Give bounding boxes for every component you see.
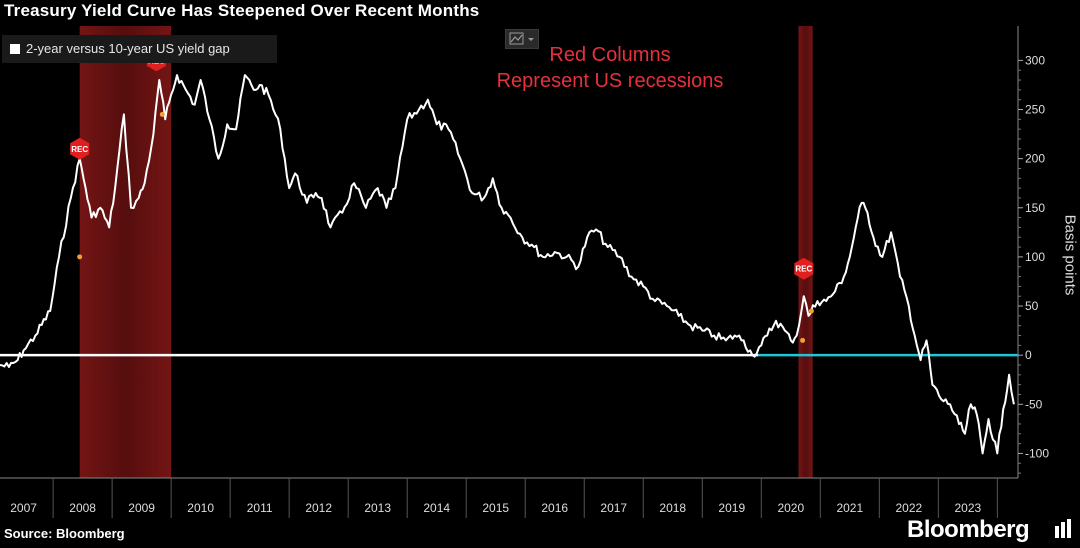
bloomberg-square-icon xyxy=(1055,519,1071,538)
series-point xyxy=(800,337,806,343)
x-tick-label: 2007 xyxy=(10,501,37,515)
x-tick-label: 2021 xyxy=(836,501,863,515)
x-tick-label: 2013 xyxy=(364,501,391,515)
y-tick-label: -100 xyxy=(1025,446,1049,460)
chart-type-toggle-button[interactable] xyxy=(505,29,539,49)
rec-hexagon-shape xyxy=(70,137,90,160)
line-chart-dropdown-icon xyxy=(509,32,534,45)
y-tick-label: 150 xyxy=(1025,201,1045,215)
y-tick-label: 200 xyxy=(1025,152,1045,166)
source-note: Source: Bloomberg xyxy=(4,526,125,541)
x-tick-label: 2016 xyxy=(541,501,568,515)
x-tick-label: 2022 xyxy=(895,501,922,515)
annotation-line-2: Represent US recessions xyxy=(496,70,724,92)
y-tick-label: 300 xyxy=(1025,53,1045,67)
x-tick-label: 2019 xyxy=(718,501,745,515)
series-point xyxy=(159,111,165,117)
series-point xyxy=(77,254,83,260)
brand-logo: Bloomberg xyxy=(907,516,1030,543)
rec-hexagon-shape xyxy=(794,257,814,280)
y-tick-label: 0 xyxy=(1025,348,1032,362)
x-tick-label: 2015 xyxy=(482,501,509,515)
legend[interactable]: 2-year versus 10-year US yield gap xyxy=(2,35,277,63)
y-tick-label: 50 xyxy=(1025,299,1039,313)
series-layer xyxy=(0,74,1018,455)
series-line xyxy=(0,74,1015,455)
y-axis-label: Basis points xyxy=(1061,214,1079,296)
x-tick-label: 2012 xyxy=(305,501,332,515)
y-tick-label: -50 xyxy=(1025,397,1043,411)
x-tick-label: 2009 xyxy=(128,501,155,515)
recession-annotation: Red Columns Represent US recessions xyxy=(470,42,750,94)
annotation-line-1: Red Columns xyxy=(549,44,671,66)
rec-marker-label: REC xyxy=(795,265,812,274)
legend-swatch xyxy=(10,44,20,54)
chart-title: Treasury Yield Curve Has Steepened Over … xyxy=(4,1,480,20)
rec-hexagon-icon: REC xyxy=(794,257,814,280)
x-tick-label: 2011 xyxy=(247,501,273,515)
axes: 300 250 200 150 100 50 0 -50 -100 2007 2008 2009 201… xyxy=(0,26,1049,518)
y-tick-label: 100 xyxy=(1025,250,1045,264)
x-tick-label: 2023 xyxy=(954,501,981,515)
y-tick-label: 250 xyxy=(1025,103,1045,117)
x-tick-label: 2014 xyxy=(423,501,450,515)
legend-label: 2-year versus 10-year US yield gap xyxy=(26,41,230,56)
x-tick-label: 2017 xyxy=(600,501,627,515)
x-tick-label: 2010 xyxy=(187,501,214,515)
x-tick-label: 2018 xyxy=(659,501,686,515)
x-tick-label: 2020 xyxy=(777,501,804,515)
x-tick-label: 2008 xyxy=(69,501,96,515)
recession-column xyxy=(798,26,813,478)
rec-hexagon-icon: REC xyxy=(70,137,90,160)
rec-marker-label: REC xyxy=(71,145,88,154)
series-point xyxy=(808,308,814,314)
